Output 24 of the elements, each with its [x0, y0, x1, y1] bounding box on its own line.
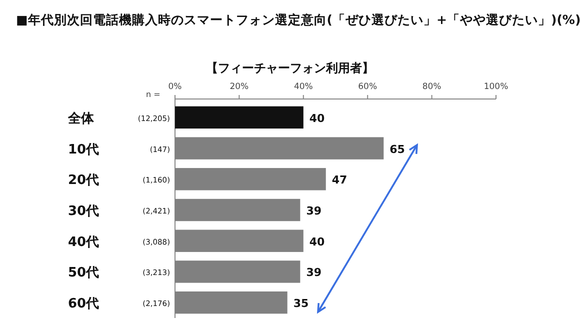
x-tick-label: 100% [484, 82, 508, 92]
data-label: 40 [309, 235, 326, 248]
chart-subtitle: 【フィーチャーフォン利用者】 [206, 61, 374, 75]
x-tick-label: 60% [358, 82, 378, 92]
data-label: 47 [332, 174, 348, 187]
y-tick-label: 10代 [68, 142, 100, 158]
y-tick-label: 50代 [68, 266, 100, 281]
data-label: 35 [293, 297, 309, 310]
x-tick-label: 80% [422, 82, 442, 92]
y-tick-label: 全体 [67, 111, 95, 126]
x-tick-label: 20% [230, 82, 249, 92]
y-tick-label: 20代 [68, 173, 100, 188]
y-tick-label: 60代 [68, 296, 100, 312]
x-tick-label: 0% [168, 82, 182, 92]
bar [175, 106, 304, 129]
text: n = [146, 90, 160, 99]
y-tick-label: 40代 [68, 234, 100, 250]
data-label: 39 [306, 266, 322, 280]
x-tick-label: 40% [294, 82, 313, 92]
y-tick-label: 30代 [68, 204, 100, 219]
chart-title: ■年代別次回電話機購入時のスマートフォン選定意向(「ぜひ選びたい」+「やや選びたい」)(%) [16, 12, 580, 27]
data-label: 40 [309, 112, 326, 125]
data-label: 39 [306, 204, 322, 218]
data-label: 65 [390, 142, 405, 156]
